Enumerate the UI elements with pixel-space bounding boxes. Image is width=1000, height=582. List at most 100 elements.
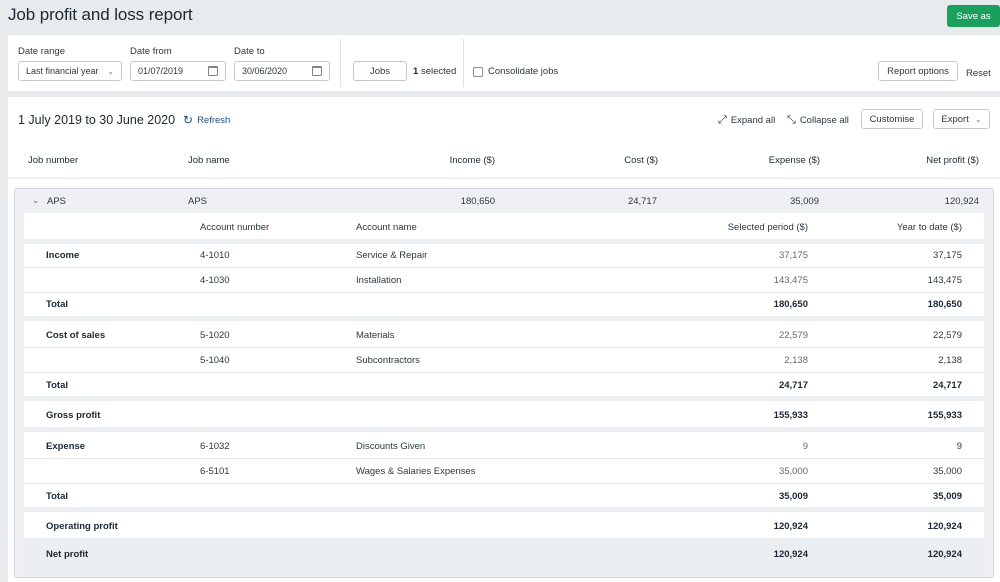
col-year-to-date: Year to date ($)	[896, 222, 962, 233]
row-label: Operating profit	[46, 521, 118, 532]
job-net-profit: 120,924	[944, 196, 979, 207]
col-account-number: Account number	[200, 222, 270, 233]
selected-period-value[interactable]: 9	[802, 441, 808, 452]
row-divider	[24, 267, 984, 268]
job-row[interactable]: ⌄ APS APS 180,650 24,717 35,009 120,924	[15, 189, 993, 213]
chevron-down-icon[interactable]: ⌄	[32, 195, 40, 205]
chevron-down-icon: ⌄	[107, 66, 114, 76]
divider	[463, 39, 464, 87]
ytd-value: 2,138	[938, 355, 962, 366]
selected-period-value[interactable]: 35,000	[778, 466, 808, 477]
selected-count: 1 selected	[413, 66, 457, 77]
report-options-button[interactable]: Report options	[878, 61, 958, 81]
row-label: Cost of sales	[46, 330, 106, 341]
group-separator	[24, 316, 984, 321]
ytd-value: 120,924	[927, 549, 962, 560]
account-name: Subcontractors	[356, 355, 420, 366]
ytd-value: 35,009	[932, 491, 962, 502]
ytd-value: 35,000	[932, 466, 962, 477]
account-name: Wages & Salaries Expenses	[356, 466, 476, 477]
row-divider	[24, 292, 984, 293]
row-label: Total	[46, 299, 68, 310]
report-period: 1 July 2019 to 30 June 2020	[18, 113, 176, 127]
consolidate-checkbox[interactable]	[473, 66, 483, 77]
job-expense: 35,009	[789, 196, 819, 207]
col-cost[interactable]: Cost ($)	[624, 155, 658, 166]
net-profit-band	[24, 538, 984, 577]
job-detail-table	[24, 213, 984, 577]
selected-period-value: 155,933	[773, 410, 808, 421]
ytd-value: 143,475	[927, 275, 962, 286]
row-divider	[24, 347, 984, 348]
ytd-value: 155,933	[927, 410, 962, 421]
account-number: 4-1010	[200, 250, 230, 261]
export-button[interactable]: Export ⌄	[933, 109, 990, 129]
consolidate-label: Consolidate jobs	[488, 66, 559, 77]
collapse-all-button[interactable]: ⤡ Collapse all	[787, 114, 849, 126]
account-name: Installation	[356, 275, 402, 286]
row-divider	[24, 458, 984, 459]
date-to-field[interactable]: 30/06/2020	[234, 61, 330, 81]
account-number: 6-1032	[200, 441, 230, 452]
col-account-name: Account name	[356, 222, 417, 233]
account-name: Materials	[356, 330, 395, 341]
col-income[interactable]: Income ($)	[449, 155, 495, 166]
account-name: Discounts Given	[356, 441, 426, 452]
row-divider	[24, 483, 984, 484]
selected-period-value[interactable]: 22,579	[778, 330, 808, 341]
row-label: Income	[46, 250, 80, 261]
ytd-value: 180,650	[927, 299, 962, 310]
selected-period-value: 120,924	[773, 521, 808, 532]
col-job-name[interactable]: Job name	[188, 155, 230, 166]
customise-button[interactable]: Customise	[861, 109, 923, 129]
date-from-value: 01/07/2019	[138, 66, 184, 76]
save-as-button[interactable]: Save as	[947, 5, 1000, 27]
job-number: APS	[47, 196, 67, 207]
col-net-profit[interactable]: Net profit ($)	[926, 155, 979, 166]
header-divider	[8, 177, 1000, 179]
group-separator	[24, 396, 984, 401]
group-separator	[24, 507, 984, 512]
date-to-value: 30/06/2020	[242, 66, 288, 76]
account-number: 5-1020	[200, 330, 230, 341]
row-label: Net profit	[46, 549, 89, 560]
ytd-value: 9	[956, 441, 962, 452]
row-label: Expense	[46, 441, 86, 452]
account-name: Service & Repair	[356, 250, 428, 261]
row-divider	[24, 372, 984, 373]
date-from-label: Date from	[130, 46, 172, 57]
date-range-select[interactable]: Last financial year ⌄	[18, 61, 122, 81]
date-range-value: Last financial year	[26, 66, 99, 76]
date-from-field[interactable]: 01/07/2019	[130, 61, 226, 81]
jobs-button[interactable]: Jobs	[353, 61, 407, 81]
selected-period-value: 180,650	[773, 299, 808, 310]
date-range-label: Date range	[18, 46, 66, 57]
consolidate-jobs-option[interactable]: Consolidate jobs	[473, 66, 558, 77]
col-selected-period: Selected period ($)	[727, 222, 808, 233]
selected-period-value[interactable]: 2,138	[784, 355, 808, 366]
refresh-icon: ↻	[183, 113, 194, 127]
job-cost: 24,717	[627, 196, 657, 207]
account-number: 6-5101	[200, 466, 230, 477]
selected-period-value[interactable]: 143,475	[773, 275, 808, 286]
selected-period-value[interactable]: 37,175	[778, 250, 808, 261]
col-job-number[interactable]: Job number	[28, 155, 79, 166]
group-separator	[24, 427, 984, 432]
ytd-value: 24,717	[932, 380, 962, 391]
ytd-value: 37,175	[932, 250, 962, 261]
page-title: Job profit and loss report	[8, 5, 193, 24]
expand-icon: ⤢	[718, 114, 727, 126]
calendar-icon[interactable]	[312, 66, 322, 76]
refresh-button[interactable]: ↻ Refresh	[183, 113, 231, 127]
row-label: Total	[46, 491, 68, 502]
account-number: 5-1040	[200, 355, 230, 366]
collapse-icon: ⤡	[787, 114, 796, 126]
ytd-value: 22,579	[932, 330, 962, 341]
row-label: Total	[46, 380, 68, 391]
group-separator	[24, 239, 984, 244]
expand-all-button[interactable]: ⤢ Expand all	[718, 114, 776, 126]
reset-link[interactable]: Reset	[966, 68, 991, 79]
selected-period-value: 35,009	[778, 491, 808, 502]
calendar-icon[interactable]	[208, 66, 218, 76]
col-expense[interactable]: Expense ($)	[768, 155, 820, 166]
